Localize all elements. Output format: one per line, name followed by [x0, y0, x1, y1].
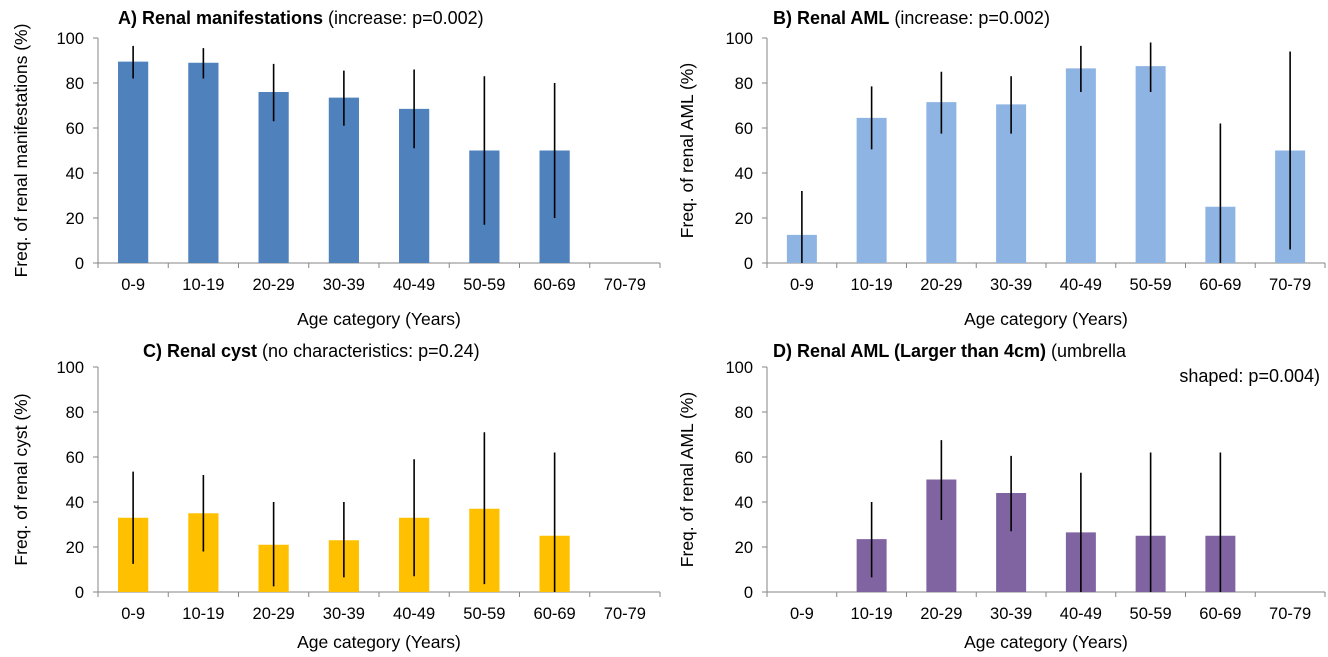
x-tick-label: 50-59: [1130, 276, 1172, 294]
y-tick-label: 20: [735, 210, 753, 228]
x-tick-label: 0-9: [790, 276, 814, 294]
x-tick-label: 20-29: [920, 276, 962, 294]
x-tick-label: 50-59: [463, 276, 505, 294]
y-tick-label: 60: [735, 449, 753, 467]
chart-panel-1: B) Renal AML (increase: p=0.002) 0 20 40 60 8…: [677, 8, 1326, 329]
y-axis-title: Freq. of renal manifestations (%): [11, 24, 31, 278]
chart-title: A) Renal manifestations (increase: p=0.0…: [118, 8, 484, 28]
x-tick-label: 20-29: [920, 605, 962, 623]
x-tick-label: 70-79: [604, 276, 646, 294]
x-tick-label: 70-79: [1269, 605, 1311, 623]
y-tick-label: 20: [735, 539, 753, 557]
y-tick-label: 40: [66, 165, 84, 183]
chart-title-bold: C) Renal cyst: [143, 341, 257, 361]
y-tick-label: 20: [66, 539, 84, 557]
x-tick-label: 50-59: [1130, 605, 1172, 623]
x-tick-label: 20-29: [253, 276, 295, 294]
y-tick-label: 60: [66, 449, 84, 467]
y-tick-label: 100: [56, 359, 84, 377]
chart-panel-3: D) Renal AML (Larger than 4cm) (umbrella…: [677, 341, 1326, 652]
y-tick-label: 100: [725, 30, 753, 48]
y-axis-title: Freq. of renal AML (%): [677, 63, 697, 238]
y-tick-label: 100: [725, 359, 753, 377]
y-tick-label: 60: [735, 120, 753, 138]
x-tick-label: 0-9: [121, 605, 145, 623]
y-tick-label: 0: [75, 584, 84, 602]
y-tick-label: 80: [66, 404, 84, 422]
x-tick-label: 60-69: [534, 605, 576, 623]
y-tick-label: 80: [735, 404, 753, 422]
bar-40-49: [1065, 68, 1096, 263]
chart-panel-0: A) Renal manifestations (increase: p=0.0…: [11, 8, 661, 329]
chart-title-rest: (increase: p=0.002): [323, 8, 484, 28]
bar-0-9: [118, 61, 149, 263]
chart-title-line2: shaped: p=0.004): [1179, 366, 1320, 386]
y-tick-label: 100: [56, 30, 84, 48]
chart-title: B) Renal AML (increase: p=0.002): [773, 8, 1050, 28]
chart-title-bold: A) Renal manifestations: [118, 8, 323, 28]
x-tick-label: 20-29: [253, 605, 295, 623]
chart-title-rest: (umbrella: [1046, 341, 1127, 361]
x-tick-label: 30-39: [323, 605, 365, 623]
x-axis-title: Age category (Years): [964, 309, 1128, 329]
y-tick-label: 0: [75, 255, 84, 273]
chart-title-bold: B) Renal AML: [773, 8, 889, 28]
y-axis-title: Freq. of renal AML (%): [677, 392, 697, 567]
y-tick-label: 40: [735, 165, 753, 183]
x-tick-label: 30-39: [990, 276, 1032, 294]
x-tick-label: 50-59: [463, 605, 505, 623]
x-axis-title: Age category (Years): [297, 309, 461, 329]
x-tick-label: 70-79: [604, 605, 646, 623]
bar-10-19: [188, 62, 219, 263]
chart-title-rest: (no characteristics: p=0.24): [257, 341, 480, 361]
y-axis-title: Freq. of renal cyst (%): [11, 393, 31, 565]
x-tick-label: 10-19: [182, 605, 224, 623]
x-axis-title: Age category (Years): [964, 632, 1128, 652]
y-tick-label: 80: [66, 75, 84, 93]
x-tick-label: 40-49: [1060, 276, 1102, 294]
x-tick-label: 0-9: [790, 605, 814, 623]
x-axis-title: Age category (Years): [297, 632, 461, 652]
x-tick-label: 0-9: [121, 276, 145, 294]
x-tick-label: 10-19: [851, 605, 893, 623]
chart-title-rest: (increase: p=0.002): [889, 8, 1050, 28]
y-tick-label: 60: [66, 120, 84, 138]
x-tick-label: 30-39: [990, 605, 1032, 623]
x-tick-label: 60-69: [534, 276, 576, 294]
x-tick-label: 10-19: [851, 276, 893, 294]
y-tick-label: 20: [66, 210, 84, 228]
y-tick-label: 0: [744, 584, 753, 602]
x-tick-label: 30-39: [323, 276, 365, 294]
chart-panel-2: C) Renal cyst (no characteristics: p=0.2…: [11, 341, 661, 652]
x-tick-label: 60-69: [1199, 276, 1241, 294]
y-tick-label: 80: [735, 75, 753, 93]
y-tick-label: 40: [735, 494, 753, 512]
x-tick-label: 10-19: [182, 276, 224, 294]
x-tick-label: 40-49: [1060, 605, 1102, 623]
y-tick-label: 40: [66, 494, 84, 512]
x-tick-label: 70-79: [1269, 276, 1311, 294]
y-tick-label: 0: [744, 255, 753, 273]
x-tick-label: 40-49: [393, 605, 435, 623]
chart-title-bold: D) Renal AML (Larger than 4cm): [773, 341, 1046, 361]
chart-title: D) Renal AML (Larger than 4cm) (umbrella: [773, 341, 1127, 361]
bar-50-59: [1135, 66, 1166, 263]
x-tick-label: 40-49: [393, 276, 435, 294]
chart-title: C) Renal cyst (no characteristics: p=0.2…: [143, 341, 480, 361]
x-tick-label: 60-69: [1199, 605, 1241, 623]
